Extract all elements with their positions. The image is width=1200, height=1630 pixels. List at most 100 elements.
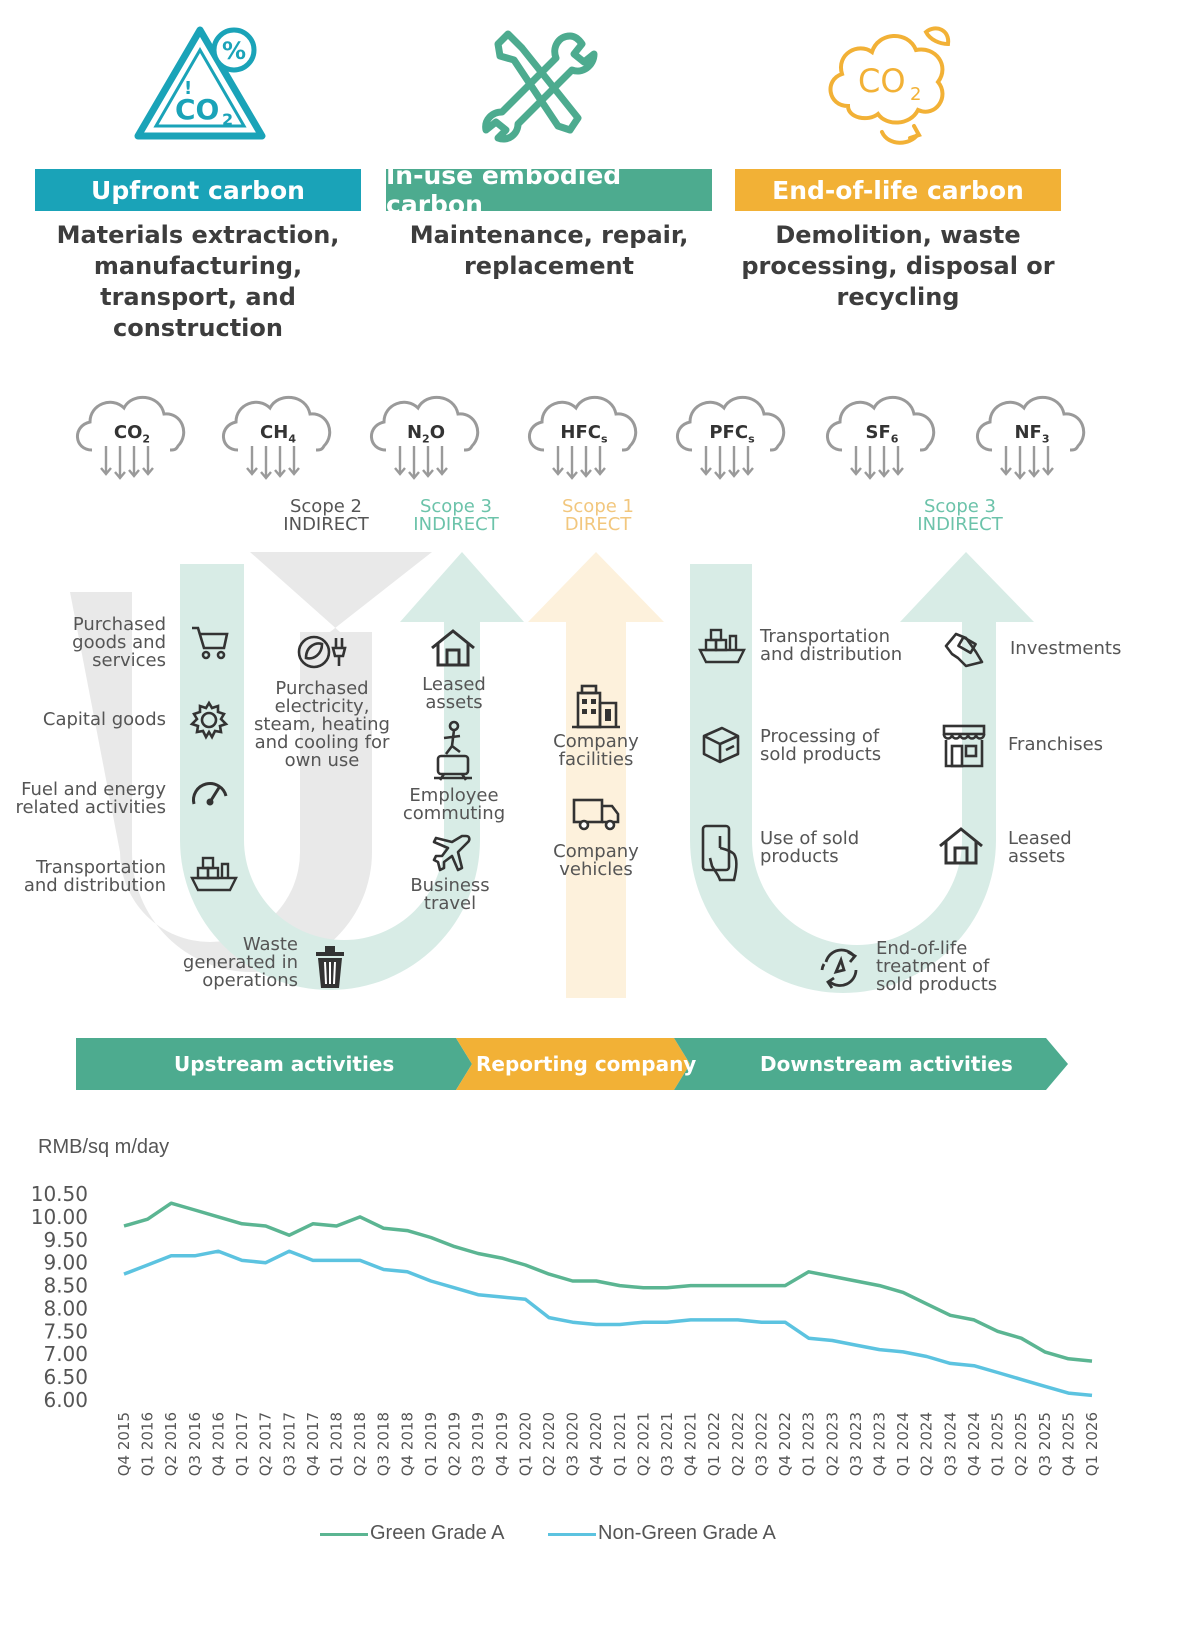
x-tick-label: Q2 2019 — [446, 1412, 464, 1476]
x-tick-label: Q3 2025 — [1036, 1412, 1054, 1476]
x-tick-label: Q3 2023 — [847, 1412, 865, 1476]
y-tick-label: 8.00 — [43, 1296, 88, 1320]
x-tick-label: Q4 2022 — [776, 1412, 794, 1476]
x-tick-label: Q4 2016 — [209, 1412, 227, 1476]
x-tick-label: Q3 2017 — [280, 1412, 298, 1476]
x-tick-label: Q2 2023 — [823, 1412, 841, 1476]
x-tick-label: Q3 2021 — [658, 1412, 676, 1476]
upstream-transport-label: Transportation and distribution — [23, 857, 166, 896]
x-tick-label: Q4 2024 — [965, 1412, 983, 1476]
chart-legend: Green Grade A Non-Green Grade A — [320, 1522, 840, 1546]
y-tick-label: 9.50 — [43, 1228, 88, 1252]
y-tick-label: 10.50 — [31, 1182, 88, 1206]
y-tick-label: 7.00 — [43, 1342, 88, 1366]
upfront-carbon-description: Materials extraction, manufacturing, tran… — [56, 221, 340, 342]
gas-ch4: CH4 — [260, 422, 296, 446]
mobile-device-hand-icon — [701, 824, 738, 882]
x-tick-label: Q4 2019 — [493, 1412, 511, 1476]
x-tick-label: Q4 2025 — [1059, 1412, 1077, 1476]
cargo-ship-icon — [190, 856, 238, 892]
x-tick-label: Q4 2015 — [115, 1412, 133, 1476]
end-of-life-carbon-description: Demolition, waste processing, disposal or… — [741, 221, 1055, 311]
x-tick-label: Q1 2022 — [705, 1412, 723, 1476]
rent-line-chart: 10.5010.009.509.008.508.007.507.006.506.… — [31, 1182, 1101, 1476]
processing-sold-products-label: Processing of sold products — [760, 726, 882, 765]
use-of-sold-products-label: Use of sold products — [760, 828, 860, 867]
svg-text:!: ! — [184, 78, 192, 99]
y-tick-label: 10.00 — [31, 1205, 88, 1229]
svg-text:CO: CO — [858, 62, 906, 100]
x-tick-label: Q1 2018 — [327, 1412, 345, 1476]
commuter-train-icon — [434, 720, 472, 781]
shopping-cart-icon — [192, 626, 229, 660]
company-facilities-label: Company facilities — [553, 731, 639, 770]
fuel-energy-label: Fuel and energy related activities — [15, 779, 166, 818]
x-tick-label: Q2 2022 — [729, 1412, 747, 1476]
x-tick-label: Q4 2017 — [304, 1412, 322, 1476]
legend-label-green: Green Grade A — [370, 1522, 505, 1544]
x-tick-label: Q1 2025 — [989, 1412, 1007, 1476]
x-tick-label: Q2 2016 — [162, 1412, 180, 1476]
gas-co2: CO2 — [113, 422, 151, 446]
box-package-icon — [702, 726, 740, 764]
company-vehicles-label: Company vehicles — [553, 841, 639, 880]
x-tick-label: Q3 2019 — [469, 1412, 487, 1476]
scope3-downstream-arrow — [690, 552, 1034, 993]
factory-building-icon — [572, 684, 620, 729]
y-tick-label: 6.50 — [43, 1365, 88, 1389]
gas-n2o: N2O — [406, 422, 446, 446]
waste-label: Waste generated in operations — [182, 934, 298, 991]
x-tick-label: Q2 2018 — [351, 1412, 369, 1476]
recycle-cycle-icon — [820, 948, 858, 989]
electricity-leaf-icon — [297, 635, 347, 669]
end-of-life-treatment-label: End-of-life treatment of sold products — [876, 938, 998, 995]
x-tick-label: Q3 2016 — [186, 1412, 204, 1476]
capital-goods-label: Capital goods — [42, 709, 166, 730]
gas-nf3: NF3 — [1014, 422, 1050, 446]
co2-cloud-recycle-icon: CO 2 — [828, 26, 951, 145]
downstream-activities-label: Downstream activities — [760, 1052, 1013, 1076]
x-tick-label: Q1 2016 — [139, 1412, 157, 1476]
svg-text:2: 2 — [222, 110, 233, 129]
x-tick-label: Q1 2020 — [516, 1412, 534, 1476]
investments-label: Investments — [1010, 638, 1122, 659]
x-tick-label: Q2 2025 — [1012, 1412, 1030, 1476]
storefront-icon — [942, 724, 986, 768]
investment-hand-icon — [944, 632, 984, 668]
x-tick-label: Q2 2020 — [540, 1412, 558, 1476]
scope2-label: Scope 2 INDIRECT — [283, 496, 369, 535]
in-use-carbon-title: In-use embodied carbon — [386, 161, 622, 219]
x-tick-label: Q1 2017 — [233, 1412, 251, 1476]
x-tick-label: Q3 2022 — [752, 1412, 770, 1476]
upstream-leased-assets-label: Leased assets — [422, 674, 486, 713]
end-of-life-carbon-band: End-of-life carbon — [735, 169, 1061, 211]
series-line-non-green-grade-a — [123, 1249, 1093, 1398]
downstream-transport-label: Transportation and distribution — [760, 626, 903, 665]
downstream-leased-assets-label: Leased assets — [1008, 828, 1072, 867]
gas-hfcs: HFCs — [560, 422, 608, 446]
house-icon — [939, 827, 983, 865]
purchased-goods-label: Purchased goods and services — [72, 614, 166, 671]
y-tick-label: 9.00 — [43, 1251, 88, 1275]
legend-swatch-blue — [548, 1533, 596, 1536]
x-tick-label: Q3 2020 — [564, 1412, 582, 1476]
series-line-green-grade-a — [123, 1201, 1093, 1363]
in-use-carbon-description: Maintenance, repair, replacement — [409, 221, 689, 280]
x-tick-label: Q2 2024 — [918, 1412, 936, 1476]
y-tick-label: 7.50 — [43, 1319, 88, 1343]
reporting-company-label: Reporting company — [476, 1052, 697, 1076]
x-tick-label: Q4 2018 — [398, 1412, 416, 1476]
x-tick-label: Q1 2021 — [611, 1412, 629, 1476]
x-tick-label: Q1 2019 — [422, 1412, 440, 1476]
co2-warning-triangle-icon: % ! CO 2 — [134, 26, 266, 140]
percent-label: % — [222, 37, 246, 65]
scope3-upstream-label: Scope 3 INDIRECT — [413, 496, 499, 535]
svg-text:2: 2 — [910, 84, 921, 105]
house-icon — [431, 629, 475, 667]
upstream-activities-label: Upstream activities — [174, 1052, 395, 1076]
legend-swatch-green — [320, 1533, 368, 1536]
x-tick-label: Q4 2020 — [587, 1412, 605, 1476]
activity-flow-bar — [76, 1038, 1068, 1090]
x-tick-label: Q2 2021 — [634, 1412, 652, 1476]
end-of-life-carbon-title: End-of-life carbon — [772, 175, 1024, 205]
